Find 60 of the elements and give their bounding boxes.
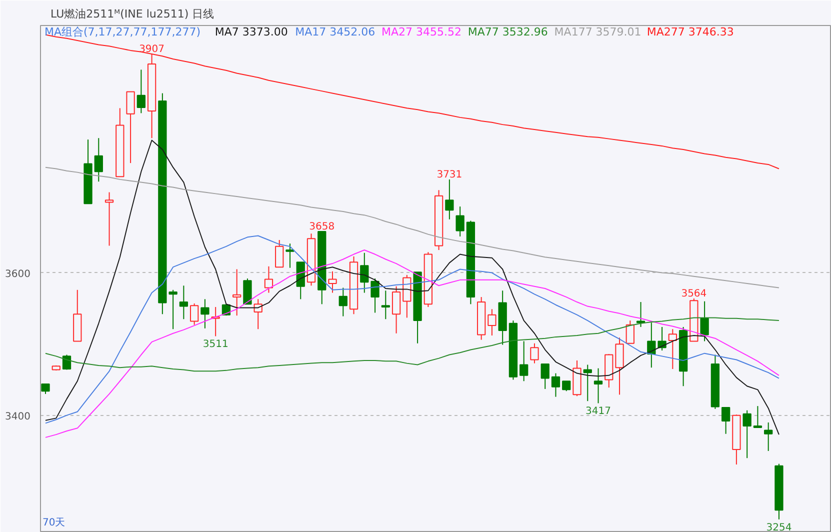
candlestick — [520, 340, 528, 382]
candlestick — [338, 287, 348, 317]
candlestick — [392, 286, 401, 334]
annotation: 3907 — [139, 44, 165, 56]
text: MA7 3373.00 — [214, 26, 288, 38]
candlestick — [753, 406, 762, 428]
candlestick — [381, 290, 390, 320]
annotation: 70天 — [42, 518, 66, 528]
candlestick — [200, 298, 210, 329]
candlestick — [742, 410, 752, 459]
candlestick — [764, 422, 773, 452]
annotation: 3731 — [436, 169, 462, 180]
candlestick — [562, 380, 571, 392]
text: MA27 3455.52 — [382, 26, 462, 38]
annotation: 3511 — [202, 339, 228, 350]
candlestick — [402, 274, 412, 318]
candlestick — [615, 337, 624, 396]
annotation: 3564 — [681, 288, 707, 300]
y-tick-label: 3400 — [5, 411, 31, 422]
candlestick — [488, 308, 496, 336]
candlestick — [626, 320, 634, 344]
candlestick — [551, 372, 560, 398]
candlestick — [243, 278, 252, 305]
text: MA277 3746.33 — [646, 26, 734, 38]
candlestick — [264, 266, 274, 294]
candlestick — [594, 368, 603, 404]
chart-title: LU燃油2511ᴹ(INE lu2511) 日线 — [50, 8, 214, 20]
legend-title: MA组合(7,17,27,77,177,277) — [44, 26, 201, 38]
annotation: 3658 — [309, 221, 335, 232]
candlestick — [104, 192, 114, 246]
candlestick — [41, 383, 50, 394]
candlestick — [94, 138, 103, 182]
candlestick — [275, 240, 284, 268]
candlestick — [540, 364, 550, 390]
text: MA17 3452.06 — [295, 26, 376, 38]
candlestick — [179, 285, 188, 320]
candlestick — [530, 342, 539, 364]
line-series — [44, 317, 780, 372]
line-series — [44, 140, 780, 436]
candlestick — [700, 300, 709, 342]
candlestick — [136, 69, 146, 114]
candlestick — [721, 406, 730, 434]
candlestick — [583, 364, 592, 402]
candlestick — [370, 278, 380, 314]
candlestick — [360, 252, 369, 294]
text: MA177 3579.01 — [554, 26, 642, 38]
candlestick — [328, 270, 337, 294]
candlestick — [668, 328, 677, 370]
candlestick — [232, 268, 242, 316]
text: MA77 3532.96 — [468, 26, 548, 38]
line-series — [44, 166, 780, 288]
candlestick — [190, 302, 199, 326]
candlestick — [445, 178, 454, 220]
y-tick-label: 3600 — [5, 268, 31, 280]
annotation: 3254 — [766, 522, 792, 532]
candlestick — [286, 243, 294, 268]
candlestick — [658, 326, 666, 351]
candlestick — [456, 206, 464, 237]
annotation: 3417 — [586, 406, 611, 418]
candlestick — [126, 91, 135, 164]
